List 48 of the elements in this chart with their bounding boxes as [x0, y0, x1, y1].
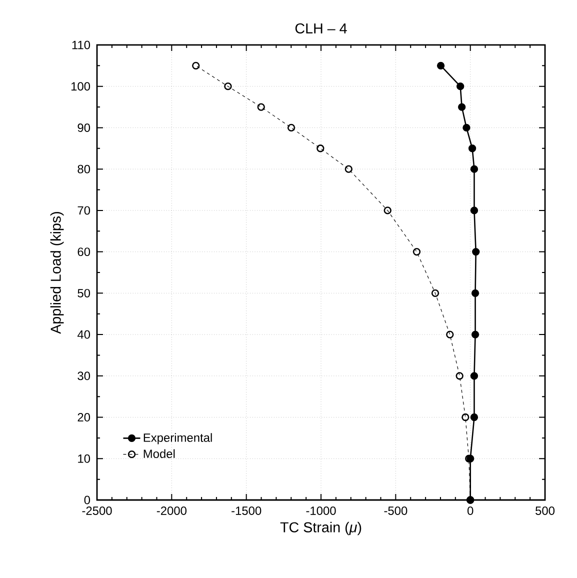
x-tick-label: -2500: [82, 506, 112, 515]
point: [468, 144, 476, 152]
chart-title: CLH – 4: [295, 23, 347, 34]
point: [470, 206, 478, 214]
point: [456, 372, 464, 380]
point: [470, 413, 478, 422]
point: [431, 289, 440, 298]
y-tick-label: 100: [71, 82, 90, 91]
point: [192, 62, 200, 70]
x-tick-label: -500: [384, 506, 408, 515]
point: [456, 82, 464, 90]
point: [436, 62, 445, 70]
point: [471, 330, 480, 338]
point: [224, 82, 232, 90]
point: [384, 206, 392, 214]
y-tick-label: 0: [84, 496, 90, 504]
point: [471, 289, 480, 298]
point: [462, 413, 470, 422]
y-tick-label: 60: [78, 248, 90, 256]
y-tick-label: 40: [77, 330, 90, 339]
y-tick-label: 50: [78, 288, 90, 298]
point: [412, 248, 421, 256]
y-tick-label: 10: [78, 454, 90, 463]
x-tick-label: 0: [467, 506, 474, 515]
x-tick-label: -1500: [232, 506, 262, 515]
y-tick-label: 110: [72, 40, 90, 50]
point: [446, 330, 454, 338]
x-axis-title: TC Strain (μ): [280, 522, 362, 536]
y-tick-label: 90: [78, 123, 90, 132]
point: [257, 103, 265, 111]
y-axis-title: Applied Load (kips): [50, 212, 64, 334]
y-tick-label: 80: [78, 164, 90, 174]
point: [344, 165, 352, 173]
point: [316, 144, 324, 152]
point: [458, 103, 466, 111]
point: [462, 124, 470, 132]
x-tick-label: -2000: [156, 506, 186, 515]
x-tick-label: -1000: [306, 506, 336, 515]
y-tick-label: 20: [78, 413, 90, 422]
y-tick-label: 30: [78, 372, 90, 380]
legend-label: Experimental: [144, 433, 212, 444]
y-tick-label: 70: [78, 206, 90, 215]
x-tick-label: 500: [536, 506, 555, 515]
point: [287, 124, 296, 132]
point: [472, 248, 480, 256]
point: [470, 165, 478, 173]
point: [470, 372, 478, 380]
legend-label: Model: [144, 449, 175, 458]
